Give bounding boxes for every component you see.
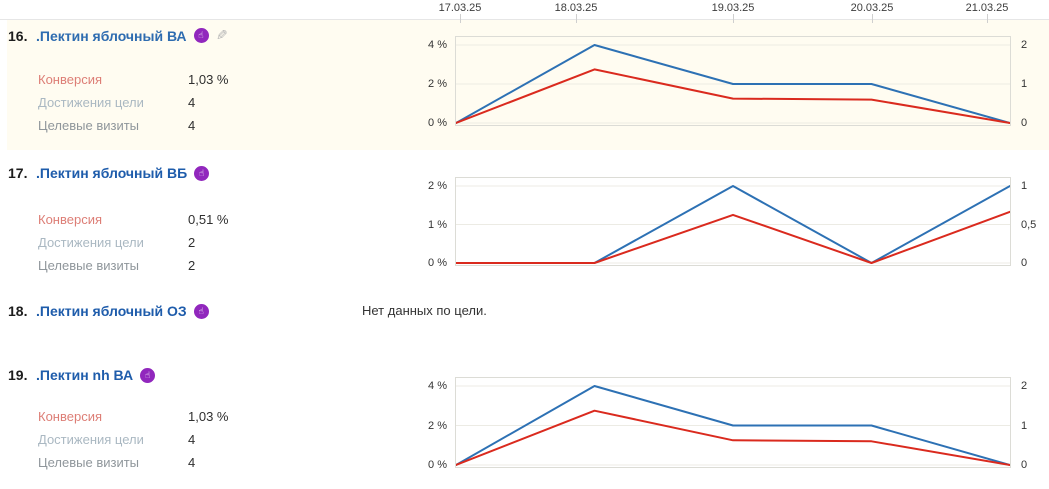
date-axis-label: 19.03.25 <box>711 2 755 14</box>
left-axis-tick-label: 4 % <box>428 39 447 51</box>
chart-svg <box>456 385 1010 466</box>
metric-label-goal-reaches: Достижения цели <box>38 95 144 110</box>
goal-title-link[interactable]: .Пектин nh ВА <box>36 367 134 383</box>
row-number: 19. <box>8 367 28 383</box>
goal-title-link[interactable]: .Пектин яблочный ВА <box>36 27 187 44</box>
right-axis-tick-label: 1 <box>1021 419 1028 432</box>
metric-row-goal-reaches: Достижения цели 2 <box>38 231 228 254</box>
hand-pointer-icon: ☝ <box>198 305 204 316</box>
goal-row-19: 19. .Пектин nh ВА ☝ Конверсия 1,03 % Дос… <box>0 358 1049 489</box>
series-line <box>456 210 1010 264</box>
metric-row-goal-visits: Целевые визиты 4 <box>38 114 228 137</box>
chart-svg <box>456 44 1010 124</box>
date-axis-label: 20.03.25 <box>850 2 894 14</box>
metric-label-goal-reaches: Достижения цели <box>38 235 144 250</box>
metric-label-conversion: Конверсия <box>38 72 103 87</box>
goal-trend-chart[interactable] <box>455 377 1011 468</box>
row-number: 18. <box>8 303 28 319</box>
metric-row-goal-reaches: Достижения цели 4 <box>38 91 228 114</box>
goal-title-link[interactable]: .Пектин яблочный ОЗ <box>36 303 187 319</box>
right-axis-tick-label: 0 <box>1021 117 1028 129</box>
date-axis-tick <box>733 14 734 23</box>
right-axis-tick-label: 2 <box>1021 39 1028 51</box>
metric-value-goal-reaches: 4 <box>188 432 196 447</box>
left-axis-tick-label: 0 % <box>428 117 447 129</box>
right-axis-tick-label: 0 <box>1021 459 1028 471</box>
edit-pencil-icon[interactable]: ✎ <box>215 27 228 43</box>
left-axis-tick-label: 4 % <box>428 380 447 392</box>
right-axis-tick-label: 0,5 <box>1021 218 1037 231</box>
left-axis-tick-label: 0 % <box>428 459 447 471</box>
metrics-block: Конверсия 1,03 % Достижения цели 4 Целев… <box>38 68 228 137</box>
metric-label-goal-visits: Целевые визиты <box>38 258 140 273</box>
hand-pointer-icon: ☝ <box>144 369 151 380</box>
hand-pointer-icon: ☝ <box>198 167 205 178</box>
metric-value-goal-reaches: 4 <box>188 95 196 110</box>
metric-value-goal-visits: 4 <box>188 118 196 133</box>
metric-row-conversion: Конверсия 1,03 % <box>38 68 228 91</box>
left-axis-tick-label: 0 % <box>428 257 447 269</box>
metric-label-goal-visits: Целевые визиты <box>38 118 140 133</box>
metric-label-goal-reaches: Достижения цели <box>38 432 144 447</box>
metric-value-goal-visits: 4 <box>188 455 196 470</box>
date-axis-tick <box>460 14 461 23</box>
metric-label-conversion: Конверсия <box>38 212 103 227</box>
date-axis-label: 18.03.25 <box>554 2 598 14</box>
retargeting-goal-icon: ☝ <box>140 367 156 383</box>
row-number: 17. <box>8 165 28 181</box>
date-axis-tick <box>872 14 873 23</box>
metric-label-conversion: Конверсия <box>38 409 103 424</box>
metric-row-conversion: Конверсия 0,51 % <box>38 208 228 231</box>
date-axis-label: 17.03.25 <box>438 2 482 14</box>
left-axis-tick-label: 1 % <box>428 218 447 231</box>
metric-label-goal-visits: Целевые визиты <box>38 455 140 470</box>
right-axis-tick-label: 0 <box>1021 257 1028 269</box>
series-line <box>456 44 1010 124</box>
metrics-block: Конверсия 0,51 % Достижения цели 2 Целев… <box>38 208 228 277</box>
metric-row-goal-visits: Целевые визиты 2 <box>38 254 228 277</box>
metric-row-goal-visits: Целевые визиты 4 <box>38 451 228 474</box>
goal-row-18: 18. .Пектин яблочный ОЗ ☝ Нет данных по … <box>0 288 1049 358</box>
series-line <box>456 68 1010 124</box>
metric-value-conversion: 0,51 % <box>188 212 229 227</box>
metric-value-goal-visits: 2 <box>188 258 196 273</box>
right-axis-tick-label: 1 <box>1021 180 1028 192</box>
date-axis-tick <box>576 14 577 23</box>
left-axis-tick-label: 2 % <box>428 180 447 192</box>
metric-value-conversion: 1,03 % <box>188 72 229 87</box>
metric-value-conversion: 1,03 % <box>188 409 229 424</box>
metrics-block: Конверсия 1,03 % Достижения цели 4 Целев… <box>38 405 228 474</box>
goal-row-17: 17. .Пектин яблочный ВБ ☝ Конверсия 0,51… <box>0 150 1049 288</box>
left-axis-tick-label: 2 % <box>428 419 447 432</box>
header-divider <box>0 19 1049 20</box>
right-axis-tick-label: 1 <box>1021 78 1028 90</box>
hand-pointer-icon: ☝ <box>198 30 204 40</box>
goal-title-link[interactable]: .Пектин яблочный ВБ <box>36 165 188 181</box>
date-axis-tick <box>987 14 988 23</box>
chart-svg <box>456 185 1010 264</box>
series-line <box>456 385 1010 466</box>
retargeting-goal-icon: ☝ <box>193 28 209 43</box>
right-axis-tick-label: 2 <box>1021 380 1028 392</box>
retargeting-goal-icon: ☝ <box>193 303 209 319</box>
series-line <box>456 409 1010 466</box>
left-axis-tick-label: 2 % <box>428 78 447 90</box>
metric-row-conversion: Конверсия 1,03 % <box>38 405 228 428</box>
goal-trend-chart[interactable] <box>455 177 1011 266</box>
metric-row-goal-reaches: Достижения цели 4 <box>38 428 228 451</box>
row-number: 16. <box>8 27 28 44</box>
date-axis-label: 21.03.25 <box>965 2 1009 14</box>
goal-row-16: 16. .Пектин яблочный ВА ☝ ✎ Конверсия 1,… <box>0 20 1049 150</box>
goal-trend-chart[interactable] <box>455 36 1011 126</box>
retargeting-goal-icon: ☝ <box>194 165 210 181</box>
metric-value-goal-reaches: 2 <box>188 235 196 250</box>
no-data-message: Нет данных по цели. <box>362 303 487 318</box>
